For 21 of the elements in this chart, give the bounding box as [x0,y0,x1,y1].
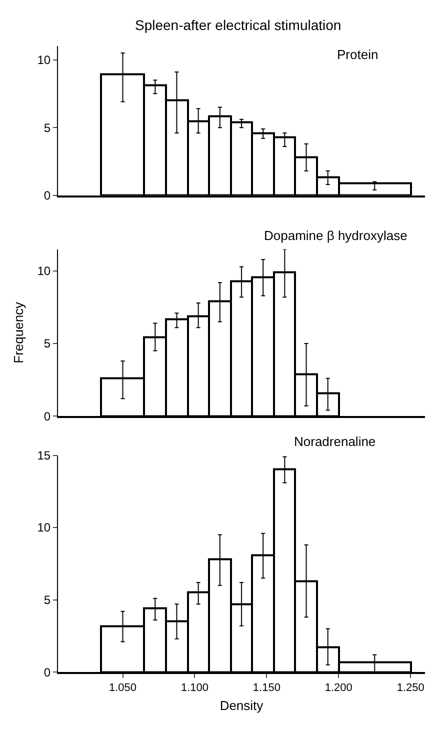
x-tick-label: 1.100 [180,682,208,694]
chart-title: Noradrenaline [294,434,376,449]
y-tick-label: 0 [44,188,51,203]
chart-title: Dopamine β hydroxylase [264,228,408,243]
x-tick-label: 1.200 [324,682,352,694]
x-axis-title: Density [220,698,264,714]
y-tick-label: 5 [44,593,51,608]
y-tick-label: 10 [37,264,51,278]
y-tick-label: 15 [37,448,51,462]
y-tick-label: 10 [37,520,51,535]
y-tick-label: 5 [44,336,51,351]
chart-title: Spleen-after electrical stimulation [135,17,342,33]
x-tick-label: 1.150 [252,682,280,694]
x-tick-label: 1.250 [396,682,424,694]
y-tick-label: 0 [44,409,51,424]
y-tick-label: 10 [37,52,51,67]
x-tick-label: 1.050 [108,682,137,694]
y-axis-title: Frequency [11,301,26,364]
y-tick-label: 0 [44,665,51,680]
y-tick-label: 5 [44,120,51,135]
chart-subtitle: Protein [337,47,378,62]
